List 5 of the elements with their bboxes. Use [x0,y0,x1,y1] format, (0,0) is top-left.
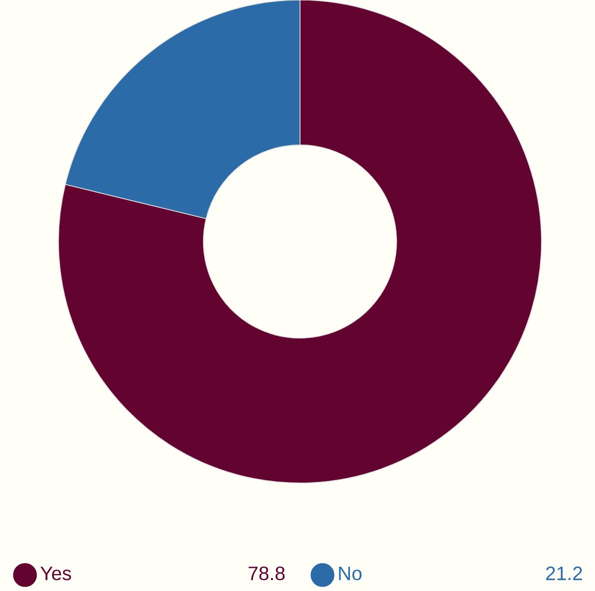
legend-label: No [339,566,362,580]
data-label: 21.2 [546,566,582,580]
donut-slice [58,0,542,484]
legend-label: Yes [40,566,72,580]
data-label: 78.8 [248,566,285,580]
